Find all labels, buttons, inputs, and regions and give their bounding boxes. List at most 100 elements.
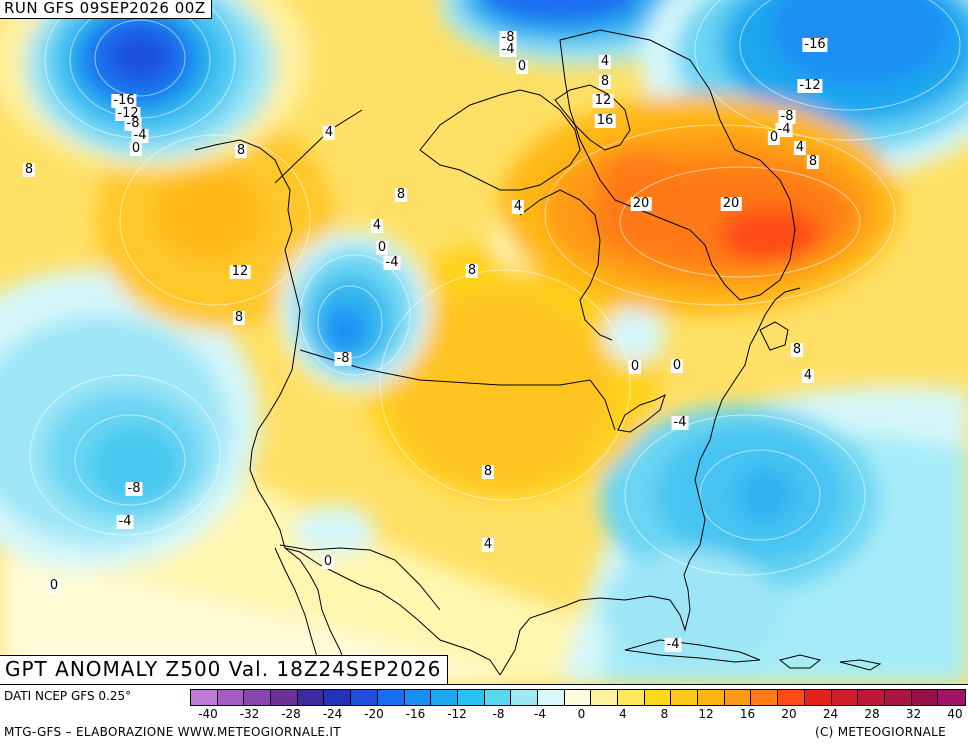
scale-swatch	[831, 690, 859, 705]
scale-tick-label: -32	[239, 707, 260, 721]
scale-swatch	[271, 690, 298, 705]
scale-swatch	[244, 690, 272, 705]
scale-swatch	[191, 690, 218, 705]
contour-label: 4	[481, 537, 495, 552]
scale-tick-label: 28	[864, 707, 880, 721]
contour-label: -16	[111, 93, 137, 108]
scale-swatch	[884, 690, 912, 705]
scale-tick-label: 12	[698, 707, 714, 721]
contour-label: 8	[481, 464, 495, 479]
contour-label: 0	[375, 240, 389, 255]
scale-tick-label: 20	[781, 707, 797, 721]
scale-swatch	[911, 690, 939, 705]
contour-label: 0	[628, 359, 642, 374]
color-scale-ticks: -40 -32 -28 -24 -20 -16 -12 -8 -4 0 4 8 12 16 20 24 28 32…	[190, 707, 964, 723]
contour-label: -12	[797, 78, 823, 93]
scale-swatch	[591, 690, 618, 705]
run-header: RUN GFS 09SEP2026 00Z	[0, 0, 212, 19]
scale-swatch	[457, 690, 485, 705]
scale-swatch	[751, 690, 779, 705]
coastlines	[194, 29, 882, 684]
contour-label: 8	[790, 342, 804, 357]
contour-label: 4	[598, 54, 612, 69]
contour-label: -8	[499, 30, 517, 45]
scale-tick-label: 0	[577, 707, 586, 721]
contour-label: 4	[370, 218, 384, 233]
contour-label: 8	[232, 310, 246, 325]
contour-label: 8	[806, 154, 820, 169]
scale-swatch	[324, 690, 352, 705]
contour-label: 8	[598, 74, 612, 89]
scale-swatch	[217, 690, 245, 705]
scale-tick-label: 4	[619, 707, 627, 721]
contour-label: 4	[793, 140, 807, 155]
scale-swatch	[698, 690, 725, 705]
map-title: GPT ANOMALY Z500 Val. 18Z24SEP2026	[0, 655, 449, 685]
scale-swatch	[537, 690, 565, 705]
scale-swatch	[644, 690, 672, 705]
scale-tick-label: 16	[739, 707, 756, 721]
scale-swatch	[484, 690, 512, 705]
scale-swatch	[404, 690, 432, 705]
scale-swatch	[778, 690, 805, 705]
scale-swatch	[618, 690, 645, 705]
scale-tick-label: 40	[947, 707, 963, 721]
contour-label: -4	[664, 637, 682, 652]
contour-label: 12	[229, 264, 251, 279]
contour-label: 0	[515, 59, 529, 74]
scale-tick-label: -12	[447, 707, 467, 721]
scale-tick-label: -24	[322, 707, 343, 721]
contour-label: 8	[234, 143, 248, 158]
contour-label: -8	[334, 351, 352, 366]
scale-tick-label: -16	[405, 707, 426, 721]
contour-label: 16	[594, 113, 616, 128]
scale-tick-label: -40	[198, 707, 218, 721]
contour-label: 20	[630, 196, 652, 211]
data-source: DATI NCEP GFS 0.25°	[4, 689, 132, 703]
scale-swatch	[431, 690, 458, 705]
scale-tick-label: -8	[492, 707, 505, 721]
anomaly-map	[0, 0, 968, 684]
scale-swatch	[938, 690, 965, 705]
scale-swatch	[724, 690, 752, 705]
scale-swatch	[377, 690, 405, 705]
map-panel	[0, 0, 968, 684]
scale-tick-label: 24	[822, 707, 839, 721]
scale-swatch	[564, 690, 592, 705]
contour-label: -4	[671, 415, 689, 430]
scale-swatch	[858, 690, 885, 705]
contour-label: -4	[131, 128, 149, 143]
contour-label: 4	[322, 125, 336, 140]
contour-label: 8	[394, 187, 408, 202]
contour-label: -4	[499, 42, 517, 57]
scale-tick-label: -20	[364, 707, 384, 721]
contour-label: -4	[383, 255, 401, 270]
contour-label: -8	[124, 116, 142, 131]
contour-label: 0	[670, 358, 684, 373]
contour-label: -4	[116, 514, 134, 529]
scale-tick-label: 32	[905, 707, 922, 721]
scale-swatch	[804, 690, 832, 705]
contour-label: -8	[778, 109, 796, 124]
anomaly-shading	[0, 0, 968, 684]
scale-swatch	[671, 690, 699, 705]
scale-tick-label: -4	[534, 707, 546, 721]
contour-label: 12	[592, 93, 614, 108]
scale-tick-label: 8	[660, 707, 669, 721]
contour-label: 0	[767, 130, 781, 145]
contour-label: 4	[801, 368, 815, 383]
footer: DATI NCEP GFS 0.25° -40 -32 -28 -24 -20 -16 -1…	[0, 684, 968, 746]
contour-label: 4	[511, 199, 525, 214]
contour-label: 0	[129, 141, 143, 156]
contour-label: 0	[47, 578, 61, 593]
scale-swatch	[511, 690, 538, 705]
contour-label: 20	[720, 196, 742, 211]
scale-swatch	[297, 690, 325, 705]
scale-tick-label: -28	[281, 707, 301, 721]
credit-left: MTG-GFS – ELABORAZIONE WWW.METEOGIORNALE…	[4, 725, 341, 739]
contour-label: -8	[125, 481, 143, 496]
contour-label: -16	[802, 37, 828, 52]
scale-swatch	[351, 690, 378, 705]
contour-label: 8	[465, 263, 479, 278]
credit-right: (C) METEOGIORNALE	[814, 725, 946, 739]
